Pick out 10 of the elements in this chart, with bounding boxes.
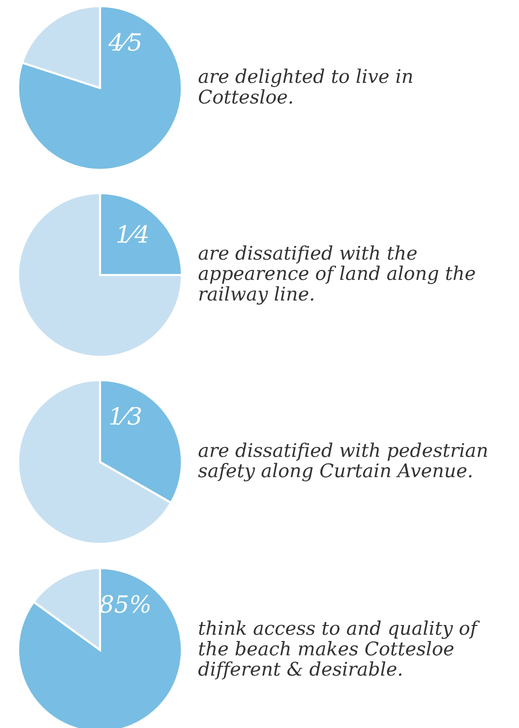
text: are dissatified with the appearence of land along the railway line. xyxy=(198,245,475,305)
text: are delighted to live in Cottesloe. xyxy=(198,68,412,104)
text: 1⁄4 xyxy=(117,225,148,243)
text: 1⁄3 xyxy=(110,407,141,425)
pie-slice xyxy=(17,192,183,358)
text: 4⁄5 xyxy=(108,33,141,51)
text: think access to and quality of the beach makes Cottesloe different & desirable. xyxy=(198,620,480,680)
data-label: 85% xyxy=(100,595,150,613)
text: are dissatified with pedestrian safety along Curtain Avenue. xyxy=(198,442,488,482)
pie-slice xyxy=(17,5,183,171)
